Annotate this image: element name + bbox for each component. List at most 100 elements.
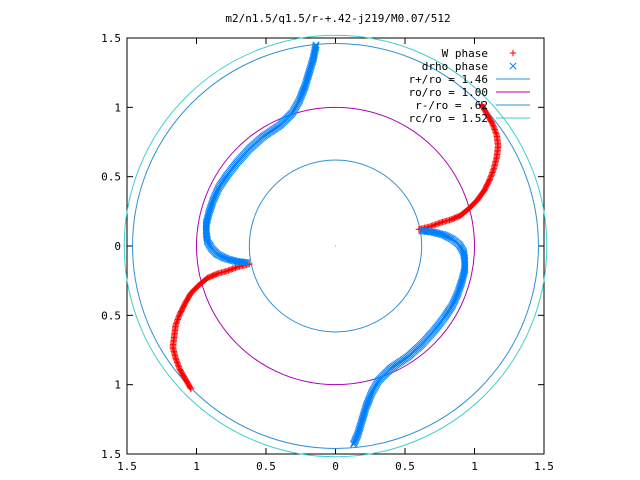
w-phase-point: [187, 385, 195, 393]
drho-phase-point: [299, 88, 307, 96]
drho-phase-point: [296, 94, 304, 102]
drho-phase-point: [363, 400, 371, 408]
drho-phase-point: [204, 214, 212, 222]
w-phase-point: [173, 357, 180, 365]
y-tick-label: 1: [114, 379, 121, 392]
legend-label: r-/ro = .62: [415, 99, 488, 112]
center-dot: [334, 245, 337, 247]
drho-phase-point: [429, 228, 437, 236]
drho-phase-point: [311, 46, 319, 55]
drho-phase-point: [312, 41, 320, 49]
legend-label: W phase: [442, 47, 488, 60]
w-phase-point: [174, 359, 181, 366]
drho-phase-point: [204, 211, 212, 220]
drho-phase-point: [354, 429, 362, 437]
legend-label: rc/ro = 1.52: [409, 112, 488, 125]
drho-phase-point: [203, 216, 211, 224]
drho-phase-point: [311, 44, 320, 52]
drho-phase-point: [437, 230, 445, 238]
drho-phase-point: [297, 91, 305, 99]
w-phase-point: [232, 264, 239, 272]
legend-marker: [509, 49, 517, 57]
circle-r-1_46: [132, 43, 539, 449]
chart-title: m2/n1.5/q1.5/r-+.42-j219/M0.07/512: [225, 12, 450, 25]
drho-phase-point: [459, 271, 467, 279]
drho-phase-point: [459, 274, 467, 282]
w-phase-point: [175, 363, 182, 370]
drho-phase-point: [432, 229, 440, 237]
y-tick-label: 0: [114, 240, 121, 253]
x-tick-label: 0.5: [395, 460, 415, 473]
y-tick-label: 1: [114, 101, 121, 114]
axis-ticks: 1.5 1 0.5 0 0.5 1 1.51.510.500.511.5: [101, 32, 554, 473]
w-phase-point: [492, 129, 499, 136]
w-phase-point: [486, 176, 493, 183]
w-phase-point: [490, 123, 497, 130]
drho-phase-point: [434, 229, 442, 238]
w-phase-point: [173, 319, 180, 326]
drho-phase-point: [309, 56, 317, 64]
drho-phase-point: [299, 86, 307, 94]
x-tick-label: 0: [332, 460, 339, 473]
data-points: [169, 41, 502, 448]
w-phase-point: [490, 166, 497, 173]
w-phase-point: [490, 124, 498, 132]
y-tick-label: 0.5: [101, 171, 121, 184]
w-phase-point: [225, 267, 232, 274]
drho-phase-point: [427, 228, 435, 236]
x-tick-label: 1: [471, 460, 478, 473]
drho-phase-point: [203, 218, 211, 226]
w-phase-point: [175, 313, 182, 320]
drho-phase-point: [430, 228, 438, 237]
drho-phase-point: [309, 53, 318, 61]
drho-phase-point: [310, 52, 318, 60]
w-phase-point: [230, 265, 238, 272]
w-phase-point: [229, 265, 236, 273]
w-phase-point: [172, 320, 180, 327]
drho-phase-point: [364, 399, 372, 407]
drho-phase-point: [312, 42, 320, 50]
drho-phase-point: [298, 89, 306, 97]
drho-phase-point: [296, 95, 304, 103]
legend-label: ro/ro = 1.00: [409, 86, 488, 99]
w-phase-point: [228, 266, 235, 273]
drho-phase-point: [436, 230, 444, 238]
drho-phase-point: [295, 96, 303, 104]
w-phase-point: [436, 219, 443, 227]
w-phase-point: [174, 317, 181, 325]
drho-phase-point: [460, 268, 468, 276]
x-tick-label: 1.5: [117, 460, 137, 473]
circle-r-0_62: [248, 159, 423, 333]
w-phase-point: [175, 362, 182, 369]
w-phase-point: [487, 173, 495, 180]
drho-phase-point: [297, 93, 305, 101]
drho-phase-point: [366, 394, 374, 402]
w-phase-point: [435, 220, 442, 227]
w-phase-point: [488, 170, 496, 178]
w-phase-point: [493, 131, 500, 139]
w-phase-point: [187, 384, 194, 391]
w-phase-point: [432, 221, 439, 228]
y-tick-label: 0.5: [101, 309, 121, 322]
w-phase-point: [176, 310, 184, 318]
drho-phase-point: [364, 398, 372, 406]
drho-phase-point: [310, 51, 318, 59]
w-phase-point: [489, 167, 497, 175]
drho-phase-point: [366, 393, 374, 401]
drho-phase-point: [233, 257, 241, 265]
w-phase-point: [488, 172, 495, 179]
reference-circles: [123, 34, 548, 458]
x-tick-label: 0.5: [256, 460, 276, 473]
drho-phase-point: [202, 220, 210, 228]
legend-label: r+/ro = 1.46: [409, 73, 488, 86]
x-tick-label: 1.5: [534, 460, 554, 473]
drho-phase-point: [309, 55, 317, 63]
drho-phase-point: [433, 229, 441, 237]
drho-phase-point: [459, 272, 467, 281]
drho-phase-point: [310, 49, 318, 57]
drho-phase-point: [461, 266, 469, 274]
w-phase-point: [172, 356, 180, 363]
drho-phase-point: [367, 390, 375, 398]
